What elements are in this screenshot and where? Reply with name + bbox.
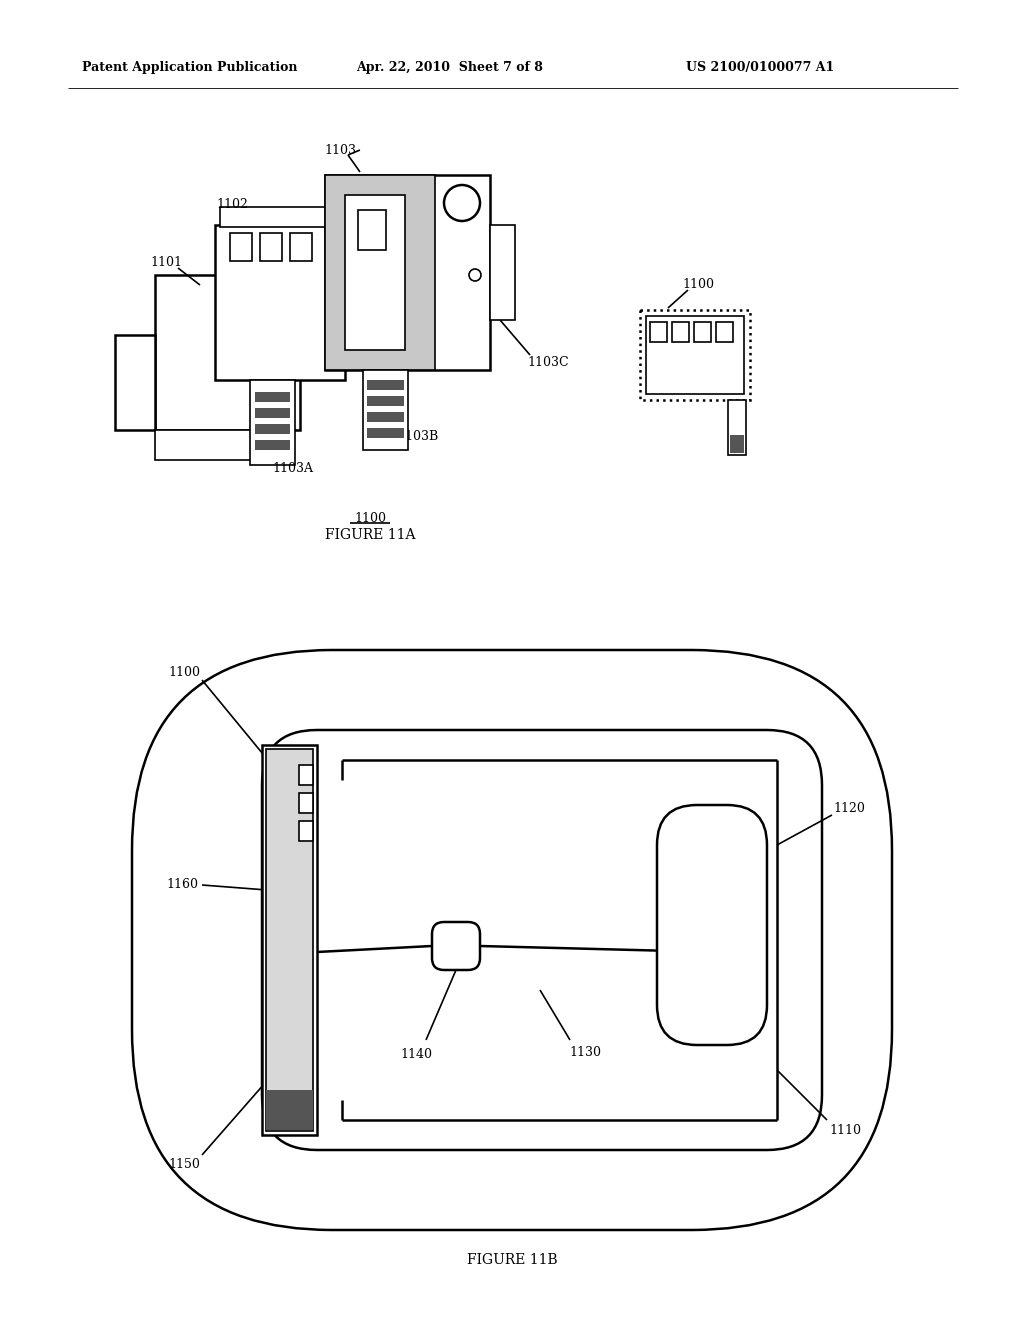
Text: 1101: 1101	[150, 256, 182, 268]
Bar	[230, 234, 252, 261]
Text: 1150: 1150	[168, 1159, 200, 1172]
Bar	[345, 195, 406, 350]
Bar	[255, 424, 290, 434]
Bar	[646, 315, 744, 393]
Bar	[672, 322, 689, 342]
Text: Apr. 22, 2010  Sheet 7 of 8: Apr. 22, 2010 Sheet 7 of 8	[356, 62, 544, 74]
Text: 1103B: 1103B	[397, 430, 438, 444]
Text: US 2100/0100077 A1: US 2100/0100077 A1	[686, 62, 835, 74]
FancyBboxPatch shape	[262, 730, 822, 1150]
Text: 1130: 1130	[569, 1045, 601, 1059]
Bar	[362, 370, 408, 450]
Bar	[650, 322, 667, 342]
Text: 1103: 1103	[324, 144, 356, 157]
Bar	[215, 224, 345, 380]
Text: 1100: 1100	[168, 667, 200, 680]
Text: 1100: 1100	[682, 279, 714, 292]
Bar	[290, 234, 312, 261]
Bar	[250, 380, 295, 465]
Text: FIGURE 11A: FIGURE 11A	[325, 528, 416, 543]
FancyBboxPatch shape	[657, 805, 767, 1045]
Text: 1120: 1120	[834, 801, 865, 814]
Circle shape	[444, 185, 480, 220]
Bar	[262, 744, 317, 1135]
Bar	[716, 322, 733, 342]
Bar	[266, 748, 313, 1131]
Bar	[115, 335, 155, 430]
Text: 1103A: 1103A	[272, 462, 313, 475]
Bar	[155, 275, 300, 430]
Bar	[358, 210, 386, 249]
Bar	[255, 408, 290, 418]
Bar	[266, 1090, 313, 1130]
Bar	[260, 234, 282, 261]
Bar	[325, 176, 490, 370]
Text: 1102: 1102	[216, 198, 248, 211]
Text: Patent Application Publication: Patent Application Publication	[82, 62, 298, 74]
Text: 1100: 1100	[354, 511, 386, 524]
Bar	[299, 793, 313, 813]
Circle shape	[469, 269, 481, 281]
Bar	[728, 400, 746, 455]
FancyBboxPatch shape	[432, 921, 480, 970]
Bar	[640, 310, 750, 400]
Text: 1110: 1110	[829, 1123, 861, 1137]
Bar	[255, 392, 290, 403]
Bar	[220, 207, 340, 227]
FancyBboxPatch shape	[132, 649, 892, 1230]
Bar	[367, 396, 404, 407]
Bar	[367, 412, 404, 422]
Text: 1160: 1160	[166, 879, 198, 891]
Bar	[367, 380, 404, 389]
Bar	[694, 322, 711, 342]
Text: 1103C: 1103C	[527, 355, 568, 368]
Text: FIGURE 11B: FIGURE 11B	[467, 1253, 557, 1267]
Bar	[490, 224, 515, 319]
Bar	[299, 766, 313, 785]
Bar	[730, 436, 744, 453]
Bar	[325, 176, 435, 370]
Text: 1140: 1140	[400, 1048, 432, 1061]
Bar	[367, 428, 404, 438]
Bar	[255, 440, 290, 450]
Bar	[155, 430, 280, 459]
Bar	[299, 821, 313, 841]
